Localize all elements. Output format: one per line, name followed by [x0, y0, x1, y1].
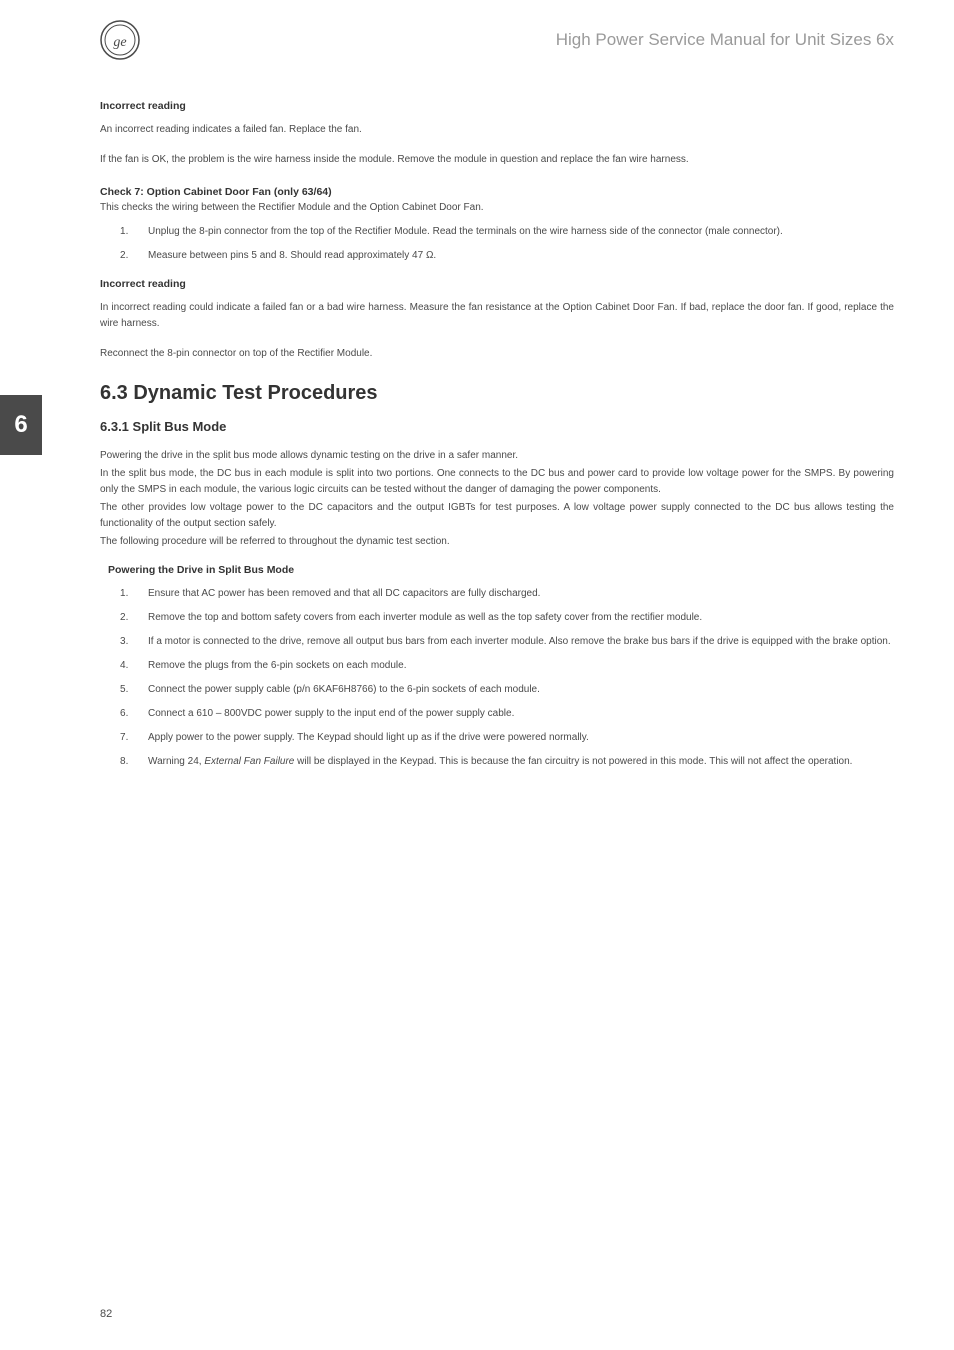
body-paragraph: The other provides low voltage power to … [100, 500, 894, 532]
list-item: Measure between pins 5 and 8. Should rea… [100, 248, 894, 264]
body-paragraph: Reconnect the 8-pin connector on top of … [100, 346, 894, 362]
page-number: 82 [100, 1308, 112, 1320]
body-paragraph: In the split bus mode, the DC bus in eac… [100, 466, 894, 498]
body-paragraph: An incorrect reading indicates a failed … [100, 122, 894, 138]
list-item: Connect a 610 – 800VDC power supply to t… [100, 706, 894, 722]
list-item: Unplug the 8-pin connector from the top … [100, 224, 894, 240]
list-item: Remove the plugs from the 6-pin sockets … [100, 658, 894, 674]
powering-heading: Powering the Drive in Split Bus Mode [108, 564, 894, 576]
list-item: Apply power to the power supply. The Key… [100, 730, 894, 746]
list-item: Remove the top and bottom safety covers … [100, 610, 894, 626]
check7-heading: Check 7: Option Cabinet Door Fan (only 6… [100, 186, 894, 198]
incorrect-reading-heading-1: Incorrect reading [100, 100, 894, 112]
list-item: Ensure that AC power has been removed an… [100, 586, 894, 602]
section-6-3-heading: 6.3 Dynamic Test Procedures [100, 382, 894, 405]
check7-steps-list: Unplug the 8-pin connector from the top … [100, 224, 894, 264]
section-6-3-1-heading: 6.3.1 Split Bus Mode [100, 419, 894, 434]
powering-steps-list: Ensure that AC power has been removed an… [100, 586, 894, 770]
list-item: Warning 24, External Fan Failure will be… [100, 754, 894, 770]
body-paragraph: Powering the drive in the split bus mode… [100, 448, 894, 464]
text-span-italic: External Fan Failure [204, 756, 294, 767]
text-span: will be displayed in the Keypad. This is… [294, 756, 852, 767]
body-paragraph: The following procedure will be referred… [100, 534, 894, 550]
body-paragraph: In incorrect reading could indicate a fa… [100, 300, 894, 332]
body-paragraph: If the fan is OK, the problem is the wir… [100, 152, 894, 168]
body-paragraph: This checks the wiring between the Recti… [100, 200, 894, 216]
list-item: Connect the power supply cable (p/n 6KAF… [100, 682, 894, 698]
list-item: If a motor is connected to the drive, re… [100, 634, 894, 650]
text-span: Warning 24, [148, 756, 204, 767]
incorrect-reading-heading-2: Incorrect reading [100, 278, 894, 290]
